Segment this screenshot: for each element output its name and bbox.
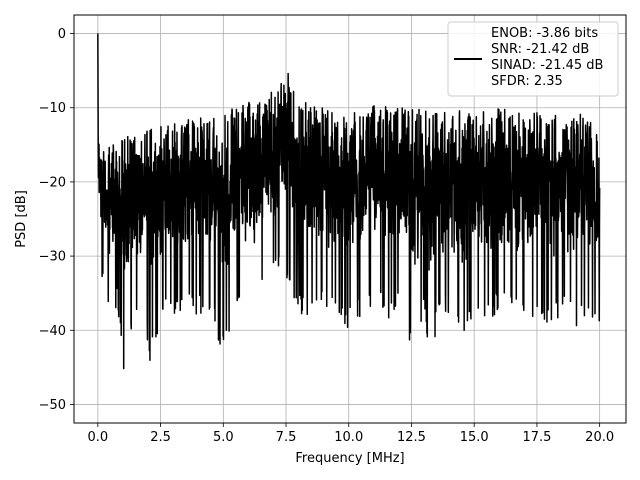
x-axis-label: Frequency [MHz] — [295, 451, 404, 466]
legend-entry-enob: ENOB: -3.86 bits — [491, 26, 598, 41]
legend-entry-sinad: SINAD: -21.45 dB — [491, 58, 603, 73]
x-tick-label: 5.0 — [213, 430, 234, 445]
legend-entry-snr: SNR: -21.42 dB — [491, 42, 589, 57]
y-tick-label: −30 — [39, 250, 66, 265]
x-tick-label: 17.5 — [522, 430, 551, 445]
y-axis-label: PSD [dB] — [14, 190, 29, 248]
x-tick-label: 2.5 — [150, 430, 171, 445]
psd-series-line — [97, 33, 601, 370]
x-axis-ticks: 0.0 2.5 5.0 7.5 10.0 12.5 15.0 17.5 20.0 — [87, 423, 614, 445]
x-tick-label: 7.5 — [276, 430, 297, 445]
legend-entry-sfdr: SFDR: 2.35 — [491, 74, 563, 89]
legend: ENOB: -3.86 bits SNR: -21.42 dB SINAD: -… — [447, 21, 619, 97]
legend-box — [447, 21, 619, 97]
x-tick-label: 12.5 — [397, 430, 426, 445]
y-tick-label: 0 — [58, 27, 66, 42]
x-tick-label: 15.0 — [460, 430, 489, 445]
y-tick-label: −20 — [39, 175, 66, 190]
y-tick-label: −10 — [39, 101, 66, 116]
y-axis-ticks: 0 −10 −20 −30 −40 −50 — [39, 27, 74, 413]
x-tick-label: 10.0 — [334, 430, 363, 445]
y-tick-label: −50 — [39, 398, 66, 413]
x-tick-label: 20.0 — [585, 430, 614, 445]
psd-trace — [97, 33, 601, 370]
y-tick-label: −40 — [39, 324, 66, 339]
x-tick-label: 0.0 — [87, 430, 108, 445]
axes-frame — [73, 14, 627, 424]
